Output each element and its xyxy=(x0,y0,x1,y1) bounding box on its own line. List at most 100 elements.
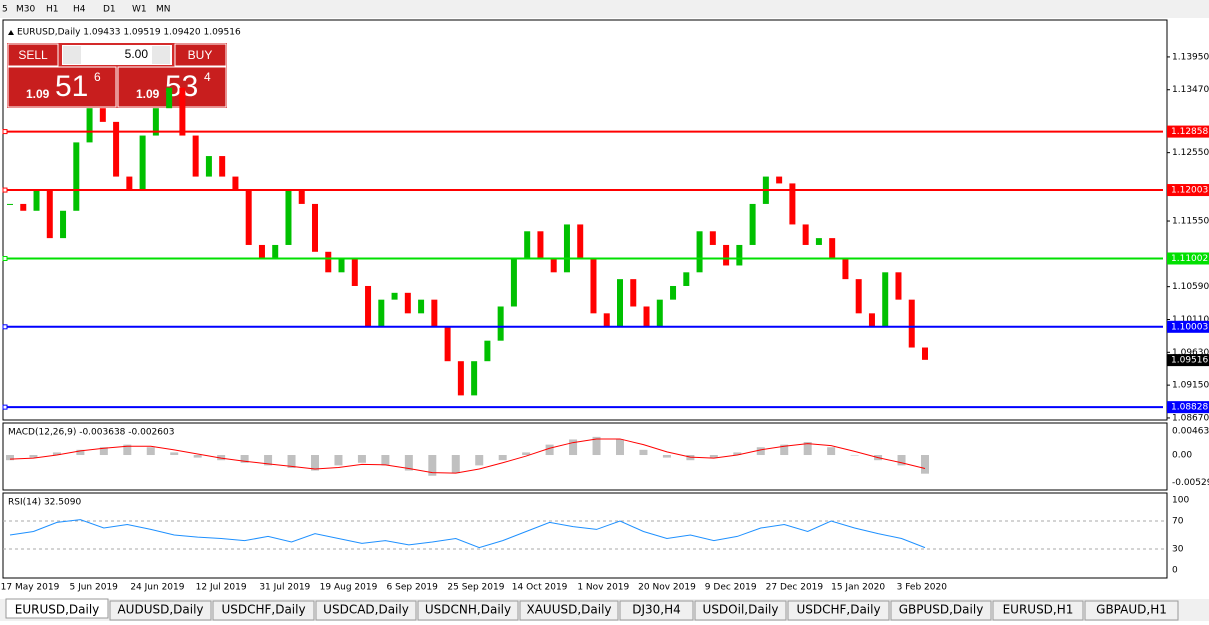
timeframe-button[interactable]: H1 xyxy=(46,5,59,15)
collapse-icon[interactable] xyxy=(8,30,14,35)
timeframe-button[interactable]: W1 xyxy=(132,5,147,15)
x-tick-label: 20 Nov 2019 xyxy=(638,583,696,593)
x-tick-label: 19 Aug 2019 xyxy=(320,583,378,593)
candle xyxy=(232,176,239,191)
macd-bar xyxy=(123,444,132,456)
lot-down[interactable] xyxy=(63,46,81,64)
candle xyxy=(33,190,40,211)
y-tick-label: 1.10110 xyxy=(1172,315,1209,325)
macd-bar xyxy=(146,447,155,456)
candle xyxy=(537,231,544,259)
candle xyxy=(510,258,517,307)
rsi-tick-label: 0 xyxy=(1172,566,1178,576)
candle xyxy=(922,347,928,360)
y-tick-label: 1.09150 xyxy=(1172,381,1209,391)
buy-button[interactable] xyxy=(174,43,227,67)
macd-bar xyxy=(921,455,929,474)
level-label: 1.10003 xyxy=(1171,322,1208,332)
macd-bar xyxy=(287,455,296,468)
sell-prefix: 1.09 xyxy=(26,87,50,101)
rsi-tick-label: 70 xyxy=(1172,517,1184,527)
tab[interactable] xyxy=(787,600,890,621)
x-tick-label: 15 Jan 2020 xyxy=(831,583,885,593)
candle xyxy=(789,183,796,225)
macd-bar xyxy=(29,455,38,458)
candle xyxy=(895,272,902,300)
tab[interactable] xyxy=(519,600,619,621)
x-tick-label: 27 Dec 2019 xyxy=(766,583,824,593)
candle xyxy=(563,224,570,273)
tab-label: GBPAUD,H1 xyxy=(1096,603,1167,617)
macd-bar xyxy=(193,455,202,458)
candle xyxy=(418,299,425,314)
candle xyxy=(842,258,849,280)
tab[interactable] xyxy=(417,600,519,621)
tab[interactable] xyxy=(1084,600,1179,621)
candle xyxy=(550,258,557,273)
tab[interactable] xyxy=(5,598,109,619)
tab-label: USDCHF,Daily xyxy=(796,603,880,617)
candle xyxy=(577,224,584,259)
tab-label: EURUSD,H1 xyxy=(1003,603,1074,617)
toolbar xyxy=(0,0,1209,18)
candle xyxy=(882,272,889,328)
candle xyxy=(179,87,186,136)
candle xyxy=(683,272,690,286)
macd-bar xyxy=(827,447,836,456)
macd-bar xyxy=(897,455,906,466)
tab[interactable] xyxy=(992,600,1084,621)
tab[interactable] xyxy=(109,600,212,621)
y-tick-label: 1.13950 xyxy=(1172,52,1209,62)
candle xyxy=(457,361,464,396)
candle xyxy=(7,203,13,205)
timeframe-button[interactable]: H4 xyxy=(73,5,86,15)
tab-label: USDOil,Daily xyxy=(703,603,779,617)
sell-price-box[interactable] xyxy=(7,66,117,108)
candle xyxy=(192,135,199,177)
x-tick-label: 5 Jun 2019 xyxy=(69,583,118,593)
timeframe-button[interactable]: D1 xyxy=(103,5,116,15)
rsi-title: RSI(14) 32.5090 xyxy=(8,498,81,508)
tab[interactable] xyxy=(212,600,315,621)
tab[interactable] xyxy=(694,600,787,621)
candle xyxy=(829,238,836,259)
timeframe-button[interactable]: 5 xyxy=(2,5,8,15)
level-handle[interactable] xyxy=(2,129,8,135)
level-handle[interactable] xyxy=(2,404,8,410)
tab-label: DJ30,H4 xyxy=(632,603,681,617)
candle xyxy=(245,190,252,245)
timeframe-button[interactable]: M30 xyxy=(16,5,35,15)
tab[interactable] xyxy=(619,600,694,621)
candle xyxy=(365,285,372,328)
candle xyxy=(391,292,398,300)
x-tick-label: 14 Oct 2019 xyxy=(512,583,568,593)
sell-label: SELL xyxy=(18,48,48,62)
lot-value: 5.00 xyxy=(125,47,149,61)
sell-button[interactable] xyxy=(7,43,59,67)
lot-input[interactable] xyxy=(62,45,172,65)
candle xyxy=(272,244,279,259)
tab[interactable] xyxy=(890,600,992,621)
macd-bar xyxy=(311,455,319,471)
buy-prefix: 1.09 xyxy=(136,87,160,101)
macd-bar xyxy=(428,455,437,476)
level-handle[interactable] xyxy=(2,324,8,330)
candle xyxy=(484,340,491,362)
macd-tick-label: 0.00 xyxy=(1172,451,1192,461)
macd-bar xyxy=(52,452,61,456)
candle xyxy=(802,224,809,245)
candle xyxy=(205,156,212,177)
candle xyxy=(258,244,265,259)
timeframe-button[interactable]: MN xyxy=(156,5,171,15)
macd-bar xyxy=(334,455,343,466)
tab[interactable] xyxy=(315,600,417,621)
macd-bar xyxy=(498,455,507,461)
lot-up[interactable] xyxy=(152,46,170,64)
candle xyxy=(643,306,650,328)
level-handle[interactable] xyxy=(2,187,8,193)
macd-bar xyxy=(6,455,14,461)
candle xyxy=(73,142,80,211)
level-handle[interactable] xyxy=(2,255,8,261)
candle xyxy=(749,203,756,245)
